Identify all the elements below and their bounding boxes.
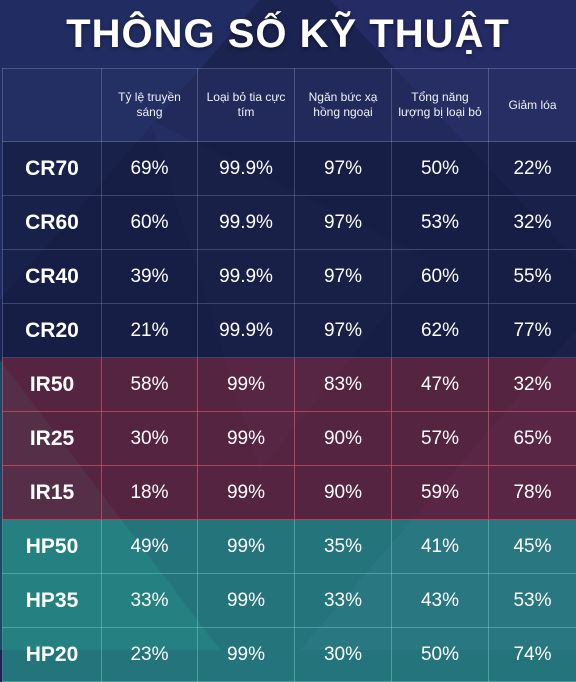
table-cell: 69% <box>102 142 198 196</box>
spec-table: Tỷ lệ truyền sáng Loại bỏ tia cực tím Ng… <box>2 68 576 682</box>
table-cell: 23% <box>102 628 198 682</box>
header-corner-cell <box>3 69 102 142</box>
table-cell: 45% <box>489 520 576 574</box>
column-header: Giảm lóa <box>489 69 576 142</box>
table-cell: 18% <box>102 466 198 520</box>
table-cell: 53% <box>489 574 576 628</box>
table-cell: 62% <box>392 304 489 358</box>
table-cell: 43% <box>392 574 489 628</box>
table-cell: 33% <box>102 574 198 628</box>
table-cell: 99% <box>198 628 295 682</box>
table-cell: 74% <box>489 628 576 682</box>
column-header: Ngăn bức xạ hồng ngoại <box>295 69 392 142</box>
row-label: CR70 <box>3 142 102 196</box>
table-row: HP35 33% 99% 33% 43% 53% <box>3 574 576 628</box>
table-cell: 99% <box>198 520 295 574</box>
row-label: CR60 <box>3 196 102 250</box>
table-row: IR15 18% 99% 90% 59% 78% <box>3 466 576 520</box>
table-cell: 35% <box>295 520 392 574</box>
table-row: CR40 39% 99.9% 97% 60% 55% <box>3 250 576 304</box>
table-cell: 33% <box>295 574 392 628</box>
table-cell: 99.9% <box>198 196 295 250</box>
table-cell: 97% <box>295 250 392 304</box>
row-label: HP35 <box>3 574 102 628</box>
column-header: Loại bỏ tia cực tím <box>198 69 295 142</box>
table-row: CR60 60% 99.9% 97% 53% 32% <box>3 196 576 250</box>
table-cell: 57% <box>392 412 489 466</box>
table-cell: 41% <box>392 520 489 574</box>
row-label: IR25 <box>3 412 102 466</box>
table-cell: 60% <box>102 196 198 250</box>
row-label: HP20 <box>3 628 102 682</box>
table-row: IR25 30% 99% 90% 57% 65% <box>3 412 576 466</box>
table-cell: 50% <box>392 628 489 682</box>
table-cell: 97% <box>295 142 392 196</box>
table-cell: 99.9% <box>198 142 295 196</box>
table-cell: 53% <box>392 196 489 250</box>
table-cell: 97% <box>295 304 392 358</box>
table-row: CR20 21% 99.9% 97% 62% 77% <box>3 304 576 358</box>
column-header: Tổng năng lượng bị loại bỏ <box>392 69 489 142</box>
table-cell: 39% <box>102 250 198 304</box>
table-cell: 90% <box>295 412 392 466</box>
table-row: CR70 69% 99.9% 97% 50% 22% <box>3 142 576 196</box>
table-cell: 97% <box>295 196 392 250</box>
table-cell: 49% <box>102 520 198 574</box>
column-header: Tỷ lệ truyền sáng <box>102 69 198 142</box>
table-cell: 47% <box>392 358 489 412</box>
table-cell: 50% <box>392 142 489 196</box>
table-row: IR50 58% 99% 83% 47% 32% <box>3 358 576 412</box>
row-label: HP50 <box>3 520 102 574</box>
table-cell: 30% <box>102 412 198 466</box>
table-cell: 60% <box>392 250 489 304</box>
table-cell: 30% <box>295 628 392 682</box>
table-cell: 99.9% <box>198 304 295 358</box>
table-cell: 99% <box>198 412 295 466</box>
table-cell: 99% <box>198 358 295 412</box>
row-label: IR15 <box>3 466 102 520</box>
table-cell: 77% <box>489 304 576 358</box>
row-label: CR20 <box>3 304 102 358</box>
table-row: HP50 49% 99% 35% 41% 45% <box>3 520 576 574</box>
table-cell: 99% <box>198 574 295 628</box>
table-cell: 32% <box>489 358 576 412</box>
table-cell: 21% <box>102 304 198 358</box>
table-cell: 90% <box>295 466 392 520</box>
table-cell: 59% <box>392 466 489 520</box>
table-cell: 83% <box>295 358 392 412</box>
table-cell: 99% <box>198 466 295 520</box>
table-row: HP20 23% 99% 30% 50% 74% <box>3 628 576 682</box>
table-cell: 58% <box>102 358 198 412</box>
table-header-row: Tỷ lệ truyền sáng Loại bỏ tia cực tím Ng… <box>3 69 576 142</box>
page-title: THÔNG SỐ KỸ THUẬT <box>0 0 576 68</box>
row-label: IR50 <box>3 358 102 412</box>
table-cell: 78% <box>489 466 576 520</box>
table-cell: 65% <box>489 412 576 466</box>
table-cell: 22% <box>489 142 576 196</box>
table-cell: 99.9% <box>198 250 295 304</box>
table-cell: 32% <box>489 196 576 250</box>
table-cell: 55% <box>489 250 576 304</box>
row-label: CR40 <box>3 250 102 304</box>
